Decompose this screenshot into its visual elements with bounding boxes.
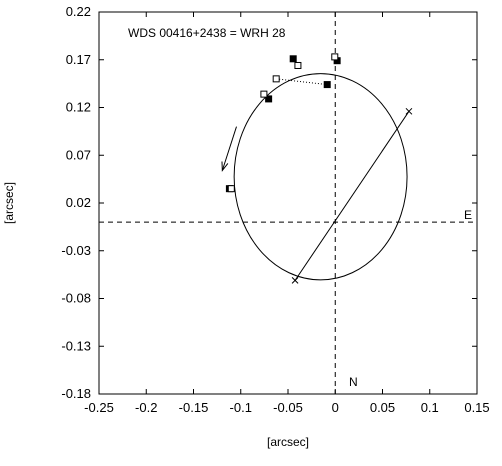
y-tick-label-8: -0.18 bbox=[61, 386, 91, 401]
ticks-layer: -0.25 -0.2 -0.15 -0.1 -0.05 0 0.05 0.1 0.15 0.22 0… bbox=[61, 4, 489, 415]
x-tick-label-8: 0.15 bbox=[464, 400, 489, 415]
chart-title: WDS 00416+2438 = WRH 28 bbox=[128, 26, 286, 40]
open-square-2 bbox=[260, 90, 268, 98]
open-square-3 bbox=[227, 185, 235, 193]
points-layer bbox=[225, 53, 341, 193]
x-tick-label-6: 0.05 bbox=[370, 400, 395, 415]
filled-point-1 bbox=[323, 81, 331, 89]
x-tick-label-4: -0.05 bbox=[273, 400, 303, 415]
y-tick-label-6: -0.08 bbox=[61, 291, 91, 306]
y-tick-label-0: 0.22 bbox=[66, 4, 91, 19]
motion-arrow bbox=[221, 126, 237, 171]
x-tick-label-3: -0.1 bbox=[230, 400, 252, 415]
x-tick-label-2: -0.15 bbox=[179, 400, 209, 415]
open-square-1 bbox=[272, 75, 280, 83]
node-cross-marker-1 bbox=[291, 277, 299, 284]
y-tick-label-7: -0.13 bbox=[61, 338, 91, 353]
node-cross-stroke bbox=[291, 277, 299, 284]
x-tick-label-0: -0.25 bbox=[84, 400, 114, 415]
filled-point-0 bbox=[289, 55, 297, 63]
orbit-layer bbox=[221, 73, 413, 284]
open-square-4 bbox=[331, 53, 339, 61]
north-label: N bbox=[349, 375, 358, 389]
x-axis-label: [arcsec] bbox=[267, 435, 309, 449]
motion-arrow-head bbox=[221, 161, 229, 172]
node-cross-stroke bbox=[405, 107, 413, 115]
orbit-ellipse bbox=[233, 73, 408, 281]
reference-axes bbox=[99, 12, 477, 394]
dotted-link bbox=[276, 78, 328, 86]
line-of-nodes bbox=[294, 111, 410, 281]
y-tick-label-2: 0.12 bbox=[66, 100, 91, 115]
y-tick-label-4: 0.02 bbox=[66, 195, 91, 210]
plot-frame bbox=[98, 11, 478, 395]
y-axis-label: [arcsec] bbox=[2, 182, 16, 224]
filled-point-2 bbox=[265, 95, 273, 103]
open-square-0 bbox=[294, 61, 302, 69]
x-tick-label-1: -0.2 bbox=[135, 400, 157, 415]
y-tick-label-1: 0.17 bbox=[66, 52, 91, 67]
x-tick-label-5: 0 bbox=[332, 400, 339, 415]
node-cross-marker-0 bbox=[405, 107, 413, 115]
y-tick-label-5: -0.03 bbox=[61, 243, 91, 258]
east-label: E bbox=[464, 208, 472, 222]
y-tick-label-3: 0.07 bbox=[66, 147, 91, 162]
x-tick-label-7: 0.1 bbox=[421, 400, 439, 415]
